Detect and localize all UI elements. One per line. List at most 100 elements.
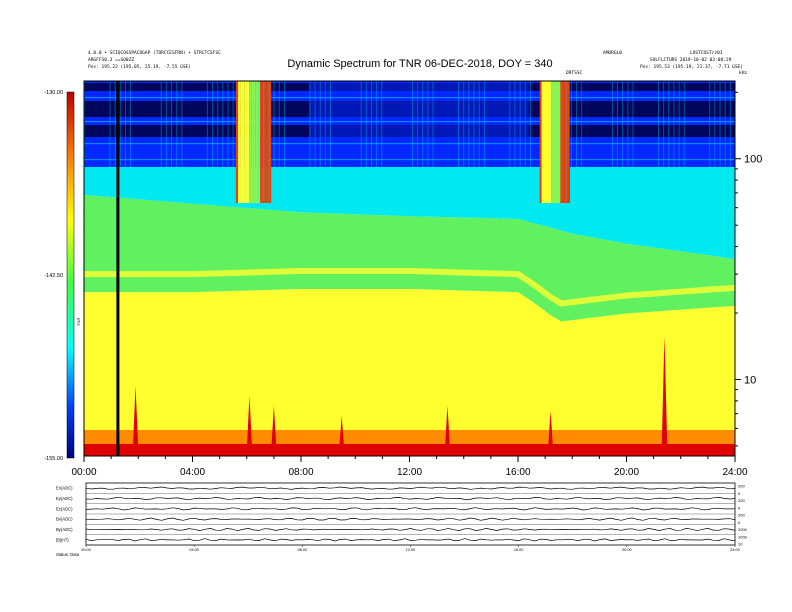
corner-label: kHz <box>739 71 748 76</box>
header-left-line1: 4.0.0 • SCIQCOSSPACOGAP (TORCCESFRN) • S… <box>88 51 221 56</box>
cyan-line-3 <box>84 159 735 161</box>
noise-streak <box>165 81 167 201</box>
noise-streak <box>278 81 280 201</box>
noise-streak <box>381 81 383 201</box>
burst-streak <box>242 81 245 203</box>
panel-x-tick-label: 16:00 <box>514 548 524 552</box>
colorbar-label: TNR <box>76 318 81 326</box>
noise-streak <box>432 81 434 201</box>
panel-label: Ez(ADC) <box>56 506 73 511</box>
burst-streak <box>260 81 263 203</box>
noise-streak <box>468 81 470 201</box>
burst-streak <box>244 81 247 203</box>
noise-streak <box>622 81 624 201</box>
noise-streak <box>417 81 419 201</box>
noise-streak <box>268 81 270 201</box>
band-0 <box>84 444 735 456</box>
burst-streak <box>549 81 552 203</box>
red-spike-6 <box>661 336 668 456</box>
noise-streak <box>232 81 234 201</box>
x-tick-label: 12:00 <box>397 467 422 478</box>
noise-streak <box>324 81 326 201</box>
panel-right-tick: 2000 <box>738 527 748 532</box>
panel-x-tick-label: 12:00 <box>406 548 416 552</box>
noise-streak <box>617 81 619 201</box>
lower-band-ridge <box>84 268 736 307</box>
burst-region-1 <box>539 81 570 203</box>
noise-streak <box>217 81 219 201</box>
noise-streak <box>483 81 485 201</box>
burst-streak <box>235 81 239 203</box>
noise-streak <box>519 81 521 201</box>
noise-streak <box>130 81 132 201</box>
noise-streak <box>611 81 613 201</box>
noise-streak <box>463 81 465 201</box>
panel-trace <box>85 517 736 521</box>
noise-streak <box>458 81 460 201</box>
burst-streak <box>268 81 272 203</box>
burst-streak <box>262 81 265 203</box>
noise-streak <box>627 81 629 201</box>
burst-streak <box>550 81 554 203</box>
colorbar-tick-label: -142.50 <box>44 273 63 279</box>
noise-streak <box>273 81 275 201</box>
noise-streak <box>663 81 665 201</box>
noise-streak <box>673 81 675 201</box>
panel-trace <box>85 538 736 542</box>
noise-streak <box>109 81 111 201</box>
burst-streak <box>563 81 567 203</box>
noise-streak <box>411 81 413 201</box>
burst-streak <box>558 81 561 203</box>
noise-streak <box>283 81 285 201</box>
burst-streak <box>560 81 563 203</box>
mid-blue-patch <box>309 83 529 143</box>
panel-label: By(ADC) <box>56 527 73 532</box>
noise-streak <box>222 81 224 201</box>
noise-streak <box>181 81 183 201</box>
panel-right-tick: 200 <box>738 513 745 518</box>
panel-x-tick-label: 04:00 <box>189 548 199 552</box>
x-tick-label: 04:00 <box>180 467 205 478</box>
noise-streak <box>206 81 208 201</box>
noise-streak <box>119 81 121 201</box>
panel-right-tick: 0 <box>738 505 741 510</box>
noise-streak <box>524 81 526 201</box>
panel-right-tick: 200 <box>738 484 745 489</box>
burst-streak <box>562 81 565 203</box>
vertical-marker <box>116 81 120 456</box>
burst-streak <box>541 81 544 203</box>
noise-streak <box>719 81 721 201</box>
noise-streak <box>360 81 362 201</box>
panel-x-tick-label: 24:00 <box>730 548 740 552</box>
header-right-line1: LOSTCOSTrz01 <box>690 51 723 56</box>
burst-streak <box>539 81 542 203</box>
panel-trace <box>85 527 736 532</box>
noise-streak <box>171 81 173 201</box>
noise-streak <box>376 81 378 201</box>
panel-trace <box>85 486 736 490</box>
panel-trace <box>85 507 736 511</box>
x-tick-label: 20:00 <box>614 467 639 478</box>
header-center-right: AMORGL0 <box>603 51 622 56</box>
red-spike-4 <box>444 406 451 456</box>
red-spike-2 <box>270 406 277 456</box>
burst-streak <box>264 81 267 203</box>
cyan-line-0 <box>84 97 735 99</box>
header-left-line3: Pos: 195.22 (195.05, 25.19, -7.55 GSE) <box>88 65 191 70</box>
chart-title: Dynamic Spectrum for TNR 06-DEC-2018, DO… <box>287 58 553 70</box>
noise-streak <box>714 81 716 201</box>
red-spike-1 <box>246 396 253 456</box>
noise-streak <box>114 81 116 201</box>
colorbar <box>66 91 75 459</box>
burst-streak <box>565 81 569 203</box>
noise-streak <box>576 81 578 201</box>
colorbar-tick-label: -155.00 <box>44 456 63 462</box>
noise-streak <box>176 81 178 201</box>
header-right-line2: SOLFLCTURS 2019-10-02 03:08:29 <box>650 58 732 63</box>
panel-right-tick: 0 <box>738 491 741 496</box>
noise-streak <box>212 81 214 201</box>
band-3 <box>84 194 735 322</box>
x-tick-label: 16:00 <box>505 467 530 478</box>
footer-label: Status: Data <box>56 552 80 557</box>
